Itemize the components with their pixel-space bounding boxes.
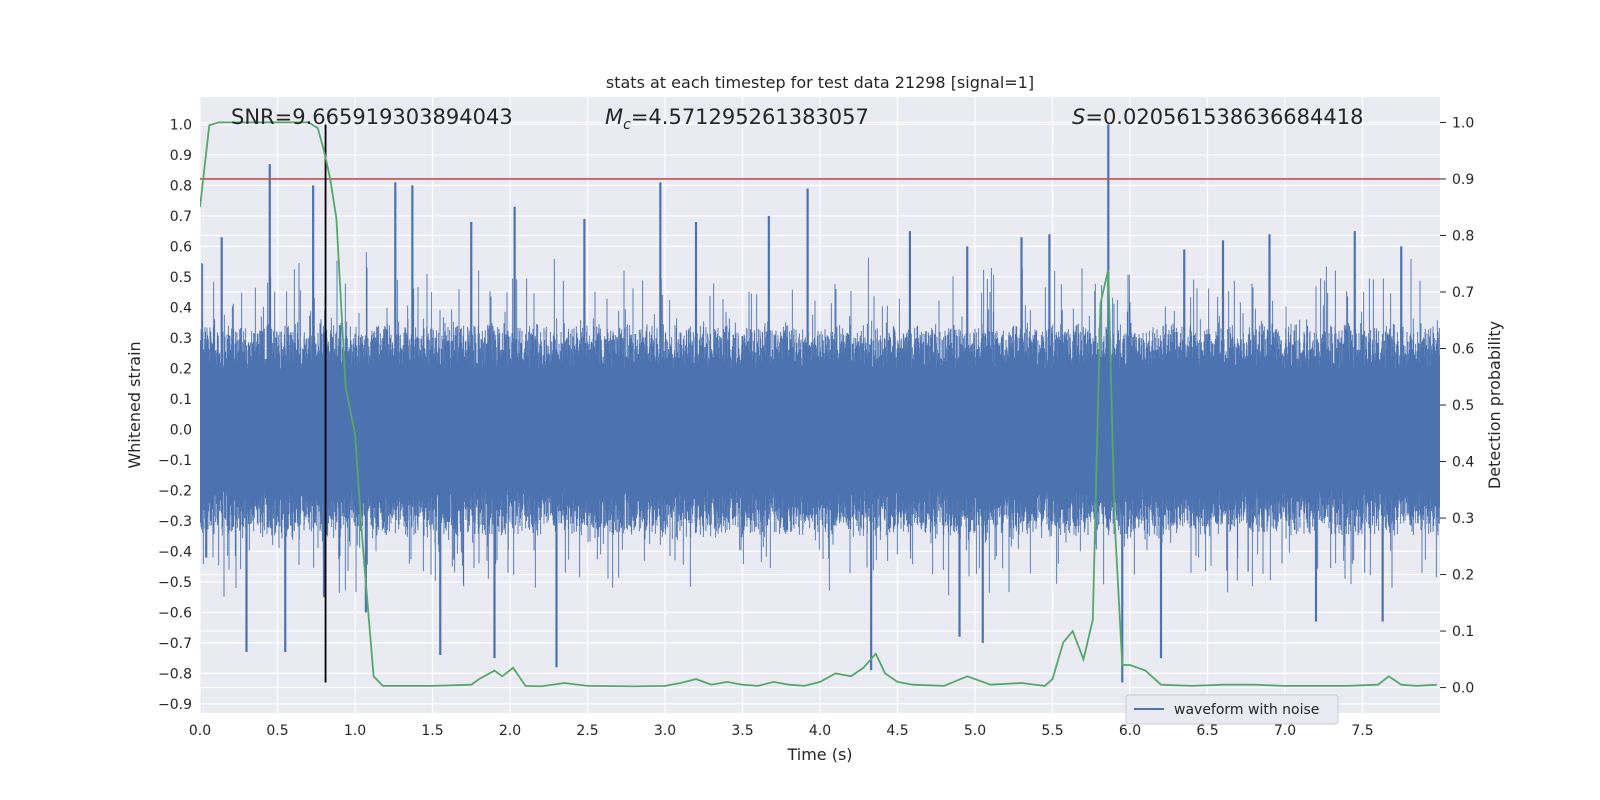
x-tick-label: 6.5	[1196, 723, 1218, 739]
x-tick-label: 3.5	[731, 723, 753, 739]
left-y-tick-label: −0.4	[158, 544, 192, 560]
left-y-tick-label: 1.0	[170, 117, 192, 133]
left-y-tick-label: 0.7	[170, 209, 192, 225]
x-axis-label: Time (s)	[786, 745, 852, 764]
left-y-tick-label: −0.9	[158, 697, 192, 713]
left-y-tick-label: 0.2	[170, 361, 192, 377]
right-y-axis-ticks: 1.0 0.9 0.8 0.7 0.6 0.5 0.4 0.3 0.2 0.1 0.0	[1440, 115, 1474, 697]
left-y-tick-label: 0.9	[170, 148, 192, 164]
left-y-tick-label: −0.7	[158, 636, 192, 652]
right-y-axis-label: Detection probability	[1485, 321, 1504, 489]
legend: waveform with noise	[1125, 694, 1339, 725]
x-tick-label: 2.0	[499, 723, 521, 739]
left-y-tick-label: 0.5	[170, 270, 192, 286]
legend-waveform-label: waveform with noise	[1174, 702, 1319, 718]
left-y-tick-label: −0.5	[158, 575, 192, 591]
left-y-tick-label: 0.3	[170, 331, 192, 347]
left-y-tick-label: −0.3	[158, 514, 192, 530]
s-value: =0.020561538636684418	[1085, 105, 1363, 129]
left-y-tick-label: 0.0	[170, 422, 192, 438]
x-axis-ticks: 0.0 0.5 1.0 1.5 2.0 2.5 3.0 3.5 4.0 4.5 5.0 5.5 6.0 6…	[189, 723, 1374, 739]
x-tick-label: 3.0	[654, 723, 676, 739]
right-y-tick-label: 0.8	[1452, 228, 1474, 244]
x-tick-label: 5.0	[964, 723, 986, 739]
left-y-axis-ticks: 1.0 0.9 0.8 0.7 0.6 0.5 0.4 0.3 0.2 0.1 0.0 −0.1 −0.…	[158, 117, 192, 712]
left-y-tick-label: 0.1	[170, 392, 192, 408]
right-y-tick-label: 0.3	[1452, 511, 1474, 527]
x-tick-label: 1.5	[421, 723, 443, 739]
s-symbol: S	[1072, 105, 1085, 129]
x-tick-label: 5.5	[1041, 723, 1063, 739]
right-y-tick-label: 0.9	[1452, 172, 1474, 188]
chart-title: stats at each timestep for test data 212…	[606, 73, 1034, 92]
chirp-mass-symbol: M	[605, 105, 623, 129]
left-y-tick-label: −0.6	[158, 605, 192, 621]
x-tick-label: 2.5	[576, 723, 598, 739]
right-y-tick-label: 0.0	[1452, 681, 1474, 697]
right-y-tick-label: 1.0	[1452, 115, 1474, 131]
chirp-mass-value: =4.571295261383057	[631, 105, 869, 129]
legend-box	[1125, 694, 1339, 725]
x-tick-label: 4.5	[886, 723, 908, 739]
x-tick-label: 4.0	[809, 723, 831, 739]
detection-probability-line	[200, 121, 1437, 688]
left-y-tick-label: −0.2	[158, 483, 192, 499]
s-annotation: S=0.020561538636684418	[1072, 105, 1363, 129]
right-y-tick-label: 0.4	[1452, 455, 1474, 471]
waveform-core-band	[200, 368, 1440, 491]
left-y-tick-label: −0.8	[158, 666, 192, 682]
left-y-tick-label: −0.1	[158, 453, 192, 469]
x-tick-label: 7.5	[1351, 723, 1373, 739]
x-tick-label: 6.0	[1119, 723, 1141, 739]
snr-annotation: SNR=9.665919303894043	[231, 105, 513, 129]
right-y-tick-label: 0.7	[1452, 285, 1474, 301]
left-y-tick-label: 0.8	[170, 178, 192, 194]
right-y-tick-label: 0.6	[1452, 341, 1474, 357]
chirp-mass-subscript: c	[623, 117, 631, 133]
x-tick-label: 0.0	[189, 723, 211, 739]
x-tick-label: 1.0	[344, 723, 366, 739]
left-y-tick-label: 0.4	[170, 300, 192, 316]
waveform-series	[200, 124, 1440, 683]
right-y-tick-label: 0.1	[1452, 624, 1474, 640]
x-tick-label: 0.5	[266, 723, 288, 739]
x-tick-label: 7.0	[1274, 723, 1296, 739]
right-y-tick-label: 0.2	[1452, 568, 1474, 584]
right-y-tick-label: 0.5	[1452, 398, 1474, 414]
left-y-tick-label: 0.6	[170, 239, 192, 255]
left-y-axis-label: Whitened strain	[125, 341, 144, 468]
chirp-mass-annotation: Mc=4.571295261383057	[605, 105, 869, 133]
